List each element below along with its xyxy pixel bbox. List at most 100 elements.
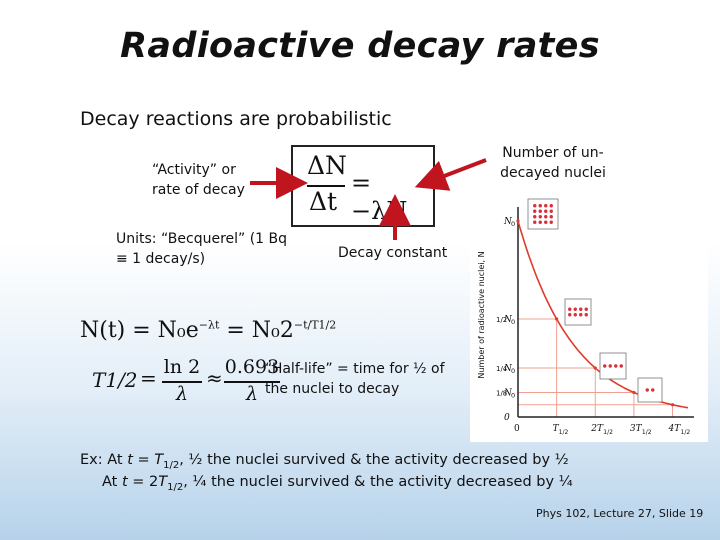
decay-law-left: N(t) = N₀e (80, 318, 199, 343)
ex2-eq: = 2 (127, 474, 159, 490)
rate-eq-numerator: ΔN (307, 151, 347, 180)
nuclei-sample-box (527, 198, 559, 230)
half-life-bar1 (162, 381, 202, 383)
y-tick-fraction: 1/8 (496, 390, 507, 398)
ex2-prefix: At (102, 474, 122, 490)
nucleus-dot (549, 209, 553, 213)
ex2-t: t (121, 474, 128, 490)
nucleus-dot (619, 364, 623, 368)
rate-eq-denominator: Δt (309, 187, 338, 216)
nucleus-dot (533, 220, 537, 224)
x-tick-label: 4T (668, 424, 682, 434)
nucleus-dot (538, 220, 542, 224)
example-line-2: At t = 2T1/2, ¼ the nuclei survived & th… (102, 474, 573, 493)
y-tick-subscript: 0 (511, 392, 515, 400)
nucleus-dot (579, 313, 583, 317)
nucleus-dot (614, 364, 618, 368)
ex1-prefix: Ex: At (80, 452, 128, 468)
nucleus-dot (544, 209, 548, 213)
nucleus-dot (538, 204, 542, 208)
x-tick-subscript: 1/2 (642, 429, 652, 436)
slide-title: Radioactive decay rates (120, 26, 600, 66)
graph-y-axis-title: Number of radioactive nuclei, N (477, 251, 486, 378)
x-tick-subscript: 1/2 (559, 429, 569, 436)
slide-footer: Phys 102, Lecture 27, Slide 19 (536, 507, 704, 520)
decay-curve-graph: Number of radioactive nuclei, N N 0 1/2 N 0 1/… (470, 195, 708, 442)
ex1-t: t (127, 452, 133, 468)
ex1-T: T (154, 452, 164, 468)
x-tick-subscript: 1/2 (603, 429, 613, 436)
nucleus-dot (538, 215, 542, 219)
nucleus-dot (603, 364, 607, 368)
nucleus-dot (549, 220, 553, 224)
decay-curve (517, 220, 689, 409)
y-tick-subscript: 0 (511, 220, 515, 228)
rate-equation-box: ΔN Δt = −λN (291, 145, 435, 227)
ex1-suffix: , ½ the nuclei survived & the activity d… (179, 452, 569, 468)
units-label: Units: “Becquerel” (1 Bq ≡ 1 decay/s) (116, 231, 288, 267)
y-tick-subscript: 0 (511, 318, 515, 326)
undecayed-arrow (414, 158, 487, 191)
nucleus-dot (533, 209, 537, 213)
decay-law-exp2: −t/T1/2 (293, 318, 337, 332)
data-point (670, 403, 675, 407)
y-tick-label: N (503, 389, 513, 399)
nucleus-dot (544, 220, 548, 224)
nucleus-dot (645, 388, 649, 392)
nucleus-dot (573, 307, 577, 311)
data-point (516, 219, 520, 223)
ex2-T: T (158, 474, 168, 490)
undecayed-nuclei-label: Number of un-decayed nuclei (500, 145, 606, 181)
half-life-label: “Half-life” = time for ½ of the nuclei t… (265, 361, 445, 397)
example-line-1: Ex: At t = T1/2, ½ the nuclei survived &… (80, 452, 569, 471)
y-tick-subscript: 0 (511, 367, 515, 375)
rate-eq-fraction-bar (307, 185, 345, 187)
nucleus-dot (579, 307, 583, 311)
nucleus-dot (549, 204, 553, 208)
nuclei-sample-box (637, 377, 663, 403)
nucleus-dot (584, 313, 588, 317)
ex1-sub: 1/2 (163, 459, 180, 471)
slide-subtitle: Decay reactions are probabilistic (80, 108, 392, 130)
nucleus-dot (544, 215, 548, 219)
ex1-eq: = (132, 452, 155, 468)
nucleus-dot (608, 364, 612, 368)
decay-curve-svg: Number of radioactive nuclei, NN 01/2N 01/… (477, 198, 694, 436)
x-tick-label: T (553, 424, 560, 434)
decay-law-exp1: −λt (198, 318, 220, 332)
half-life-den2: λ (245, 383, 259, 405)
nucleus-dot (533, 204, 537, 208)
nucleus-dot (538, 209, 542, 213)
half-life-den1: λ (175, 383, 189, 405)
y-tick-label: N (503, 217, 513, 227)
activity-label: “Activity” or rate of decay (152, 162, 245, 198)
half-life-num1: ln 2 (163, 356, 201, 378)
nucleus-dot (651, 388, 655, 392)
data-point (555, 317, 559, 321)
equals-sign: = (140, 366, 157, 390)
half-life-bar2 (224, 381, 280, 383)
approx-sign: ≈ (206, 366, 223, 390)
x-tick-label: 0 (514, 424, 520, 434)
nucleus-dot (544, 204, 548, 208)
nucleus-dot (573, 313, 577, 317)
nucleus-dot (568, 313, 572, 317)
nucleus-dot (568, 307, 572, 311)
x-tick-label: 3T (630, 424, 643, 434)
y-tick-label: 0 (504, 413, 510, 423)
nucleus-dot (549, 215, 553, 219)
data-point (632, 390, 636, 395)
decay-law-middle: = N₀2 (219, 318, 294, 343)
ex2-sub: 1/2 (167, 481, 184, 493)
x-tick-subscript: 1/2 (681, 429, 691, 436)
ex2-suffix: , ¼ the nuclei survived & the activity d… (183, 474, 573, 490)
nucleus-dot (584, 307, 588, 311)
y-tick-label: N (503, 315, 513, 325)
data-point (593, 366, 597, 370)
nucleus-dot (533, 215, 537, 219)
nuclei-sample-box (564, 298, 592, 326)
x-tick-label: 2T (590, 424, 604, 434)
decay-constant-label: Decay constant (338, 245, 448, 261)
y-tick-fraction: 1/4 (496, 365, 508, 373)
